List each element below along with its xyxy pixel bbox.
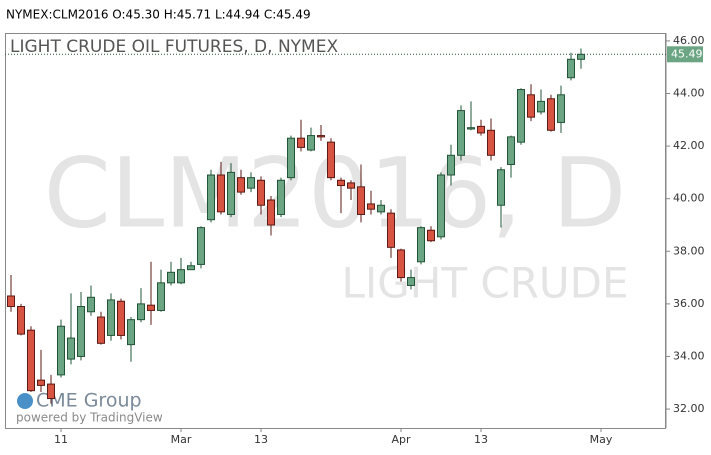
candle-body <box>237 177 245 193</box>
candle-body <box>167 271 175 284</box>
candle-body <box>487 129 495 156</box>
x-tick-label: Mar <box>171 433 192 446</box>
candle-body <box>117 300 125 336</box>
candle-body <box>217 174 225 213</box>
symbol-header: NYMEX:CLM2016 O:45.30 H:45.71 L:44.94 C:… <box>6 8 311 22</box>
y-tick-label: 32.00 <box>673 402 705 415</box>
credit: powered by TradingView <box>16 411 163 425</box>
candle-body <box>507 136 515 165</box>
candle-body <box>557 94 565 123</box>
candle-body <box>337 179 345 187</box>
x-tick-label: 11 <box>54 433 68 446</box>
x-tick-label: 13 <box>254 433 268 446</box>
candle-body <box>57 325 65 376</box>
candle-body <box>567 58 575 79</box>
candle-body <box>297 137 305 148</box>
y-tick-label: 46.00 <box>673 34 705 47</box>
candle-body <box>247 177 255 189</box>
candle-body <box>227 171 235 215</box>
candle-body <box>387 212 395 248</box>
candle-body <box>207 174 215 221</box>
y-tick-label: 44.00 <box>673 86 705 99</box>
candle-body <box>327 141 335 179</box>
chart-title: LIGHT CRUDE OIL FUTURES, D, NYMEX <box>10 37 338 57</box>
last-price-label: 45.49 <box>671 47 703 60</box>
y-tick-label: 34.00 <box>673 349 705 362</box>
candle-body <box>307 135 315 151</box>
candle-body <box>527 94 535 118</box>
candle-body <box>77 306 85 357</box>
candle-body <box>357 186 365 215</box>
candle-body <box>517 89 525 143</box>
candle-body <box>27 329 35 392</box>
y-tick-label: 40.00 <box>673 192 705 205</box>
candle-body <box>537 100 545 113</box>
candle-body <box>37 379 45 386</box>
candle-body <box>87 296 95 313</box>
candle-body <box>397 249 405 279</box>
candle-body <box>577 53 585 60</box>
candle-body <box>147 304 155 311</box>
logo-globe <box>17 393 33 409</box>
candle-body <box>417 227 425 263</box>
candle-body <box>47 383 55 400</box>
candle-body <box>457 110 465 156</box>
candle-body <box>277 179 285 215</box>
candle-body <box>197 227 205 265</box>
candle-body <box>447 154 455 176</box>
candle-body <box>187 265 195 271</box>
candle-body <box>287 137 295 179</box>
candle-body <box>97 316 105 344</box>
candle-body <box>437 174 445 238</box>
candle-body <box>257 179 265 206</box>
candle-body <box>107 299 115 336</box>
candle-body <box>137 303 145 321</box>
candle-body <box>347 182 355 189</box>
candle-body <box>377 204 385 213</box>
candle-body <box>547 98 555 131</box>
y-tick-label: 38.00 <box>673 244 705 257</box>
candle-body <box>127 319 135 346</box>
candle-body <box>497 169 505 206</box>
y-tick-label: 42.00 <box>673 139 705 152</box>
x-tick-label: 13 <box>474 433 488 446</box>
candle-body <box>7 295 15 308</box>
y-tick-label: 36.00 <box>673 297 705 310</box>
candle-body <box>477 125 485 134</box>
candle-body <box>427 229 435 242</box>
watermark-subtitle: LIGHT CRUDE <box>341 259 628 308</box>
candle-body <box>367 203 375 210</box>
candle-body <box>157 282 165 311</box>
candle-body <box>467 127 475 130</box>
x-tick-label: Apr <box>391 433 411 446</box>
logo: CME Group <box>36 390 142 412</box>
candle-body <box>317 135 325 138</box>
candle-body <box>177 269 185 284</box>
candle-body <box>17 306 25 335</box>
candle-body <box>267 199 275 226</box>
x-tick-label: May <box>590 433 613 446</box>
last-price-box <box>667 46 703 63</box>
candle-body <box>407 277 415 286</box>
candle-body <box>67 337 75 360</box>
